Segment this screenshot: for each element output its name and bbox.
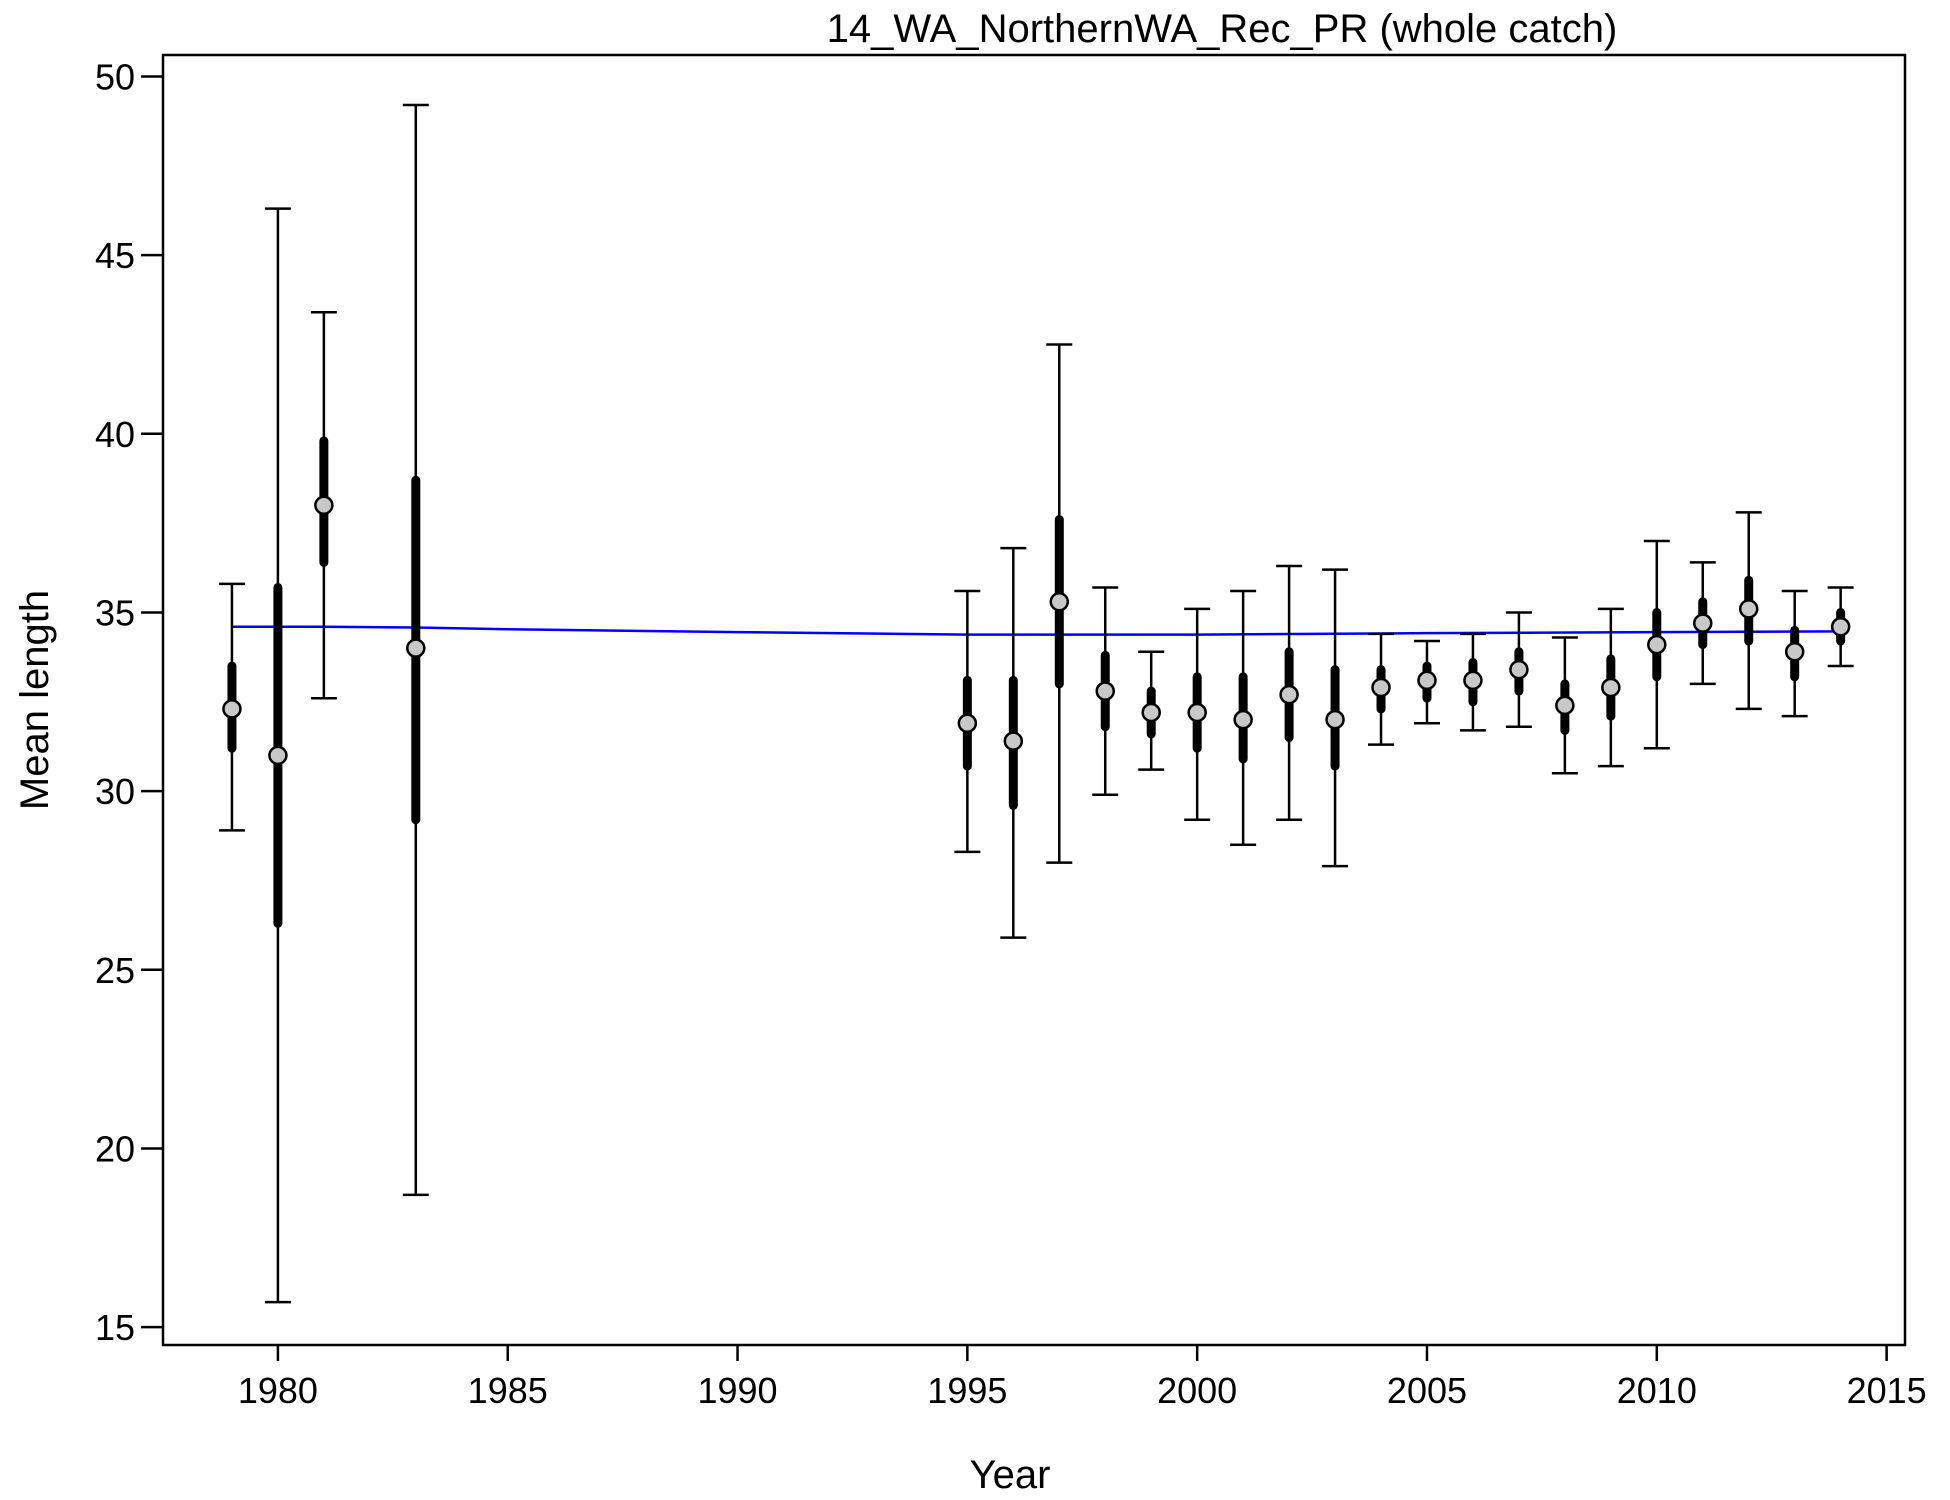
observed-point [1279,684,1299,705]
chart-title: 14_WA_NorthernWA_Rec_PR (whole catch) [827,7,1618,51]
observed-point [1049,591,1070,612]
y-axis-title: Mean length [13,590,57,810]
x-tick-label: 2000 [1157,1370,1237,1411]
x-tick-label: 1990 [697,1370,777,1411]
observed-point [268,745,288,766]
observed-point [1784,642,1805,662]
x-tick-label: 1980 [238,1370,318,1411]
observed-point [1601,677,1621,698]
expected-mean-length-line [231,625,1841,636]
observed-point [1187,702,1207,723]
observed-point [1509,659,1529,680]
observed-points [218,103,1854,1304]
observed-point [1233,709,1253,730]
observed-point [1371,677,1391,698]
observed-point [406,638,426,658]
observed-point [1555,695,1575,716]
y-axis: 15 20 25 30 35 40 45 50 [95,56,163,1348]
y-tick-label: 15 [95,1307,135,1348]
x-tick-label: 2015 [1847,1370,1927,1411]
observed-point [1417,670,1437,691]
observed-point [1693,613,1713,633]
y-tick-label: 45 [95,235,135,276]
x-tick-label: 2010 [1617,1370,1697,1411]
observed-point [1738,599,1759,619]
observed-point [1141,702,1161,723]
x-axis: 1980 1985 1990 1995 2000 2005 2010 2015 [238,1345,1927,1411]
x-tick-label: 2005 [1387,1370,1467,1411]
observed-point [314,495,334,515]
x-tick-label: 1985 [468,1370,548,1411]
y-tick-label: 25 [95,950,135,991]
plot-frame [161,53,1907,1347]
observed-point [222,699,242,719]
x-axis-title: Year [970,1453,1051,1497]
y-tick-label: 20 [95,1128,135,1169]
y-tick-label: 30 [95,771,135,812]
observed-point [957,713,978,733]
y-tick-label: 50 [95,56,135,97]
observed-point [1463,670,1483,691]
observed-point [1830,616,1851,637]
x-tick-label: 1995 [927,1370,1007,1411]
y-tick-label: 35 [95,592,135,633]
observed-point [1095,681,1115,701]
observed-point [1003,731,1024,751]
y-tick-label: 40 [95,414,135,455]
observed-point [1647,634,1667,655]
observed-point [1325,709,1345,730]
